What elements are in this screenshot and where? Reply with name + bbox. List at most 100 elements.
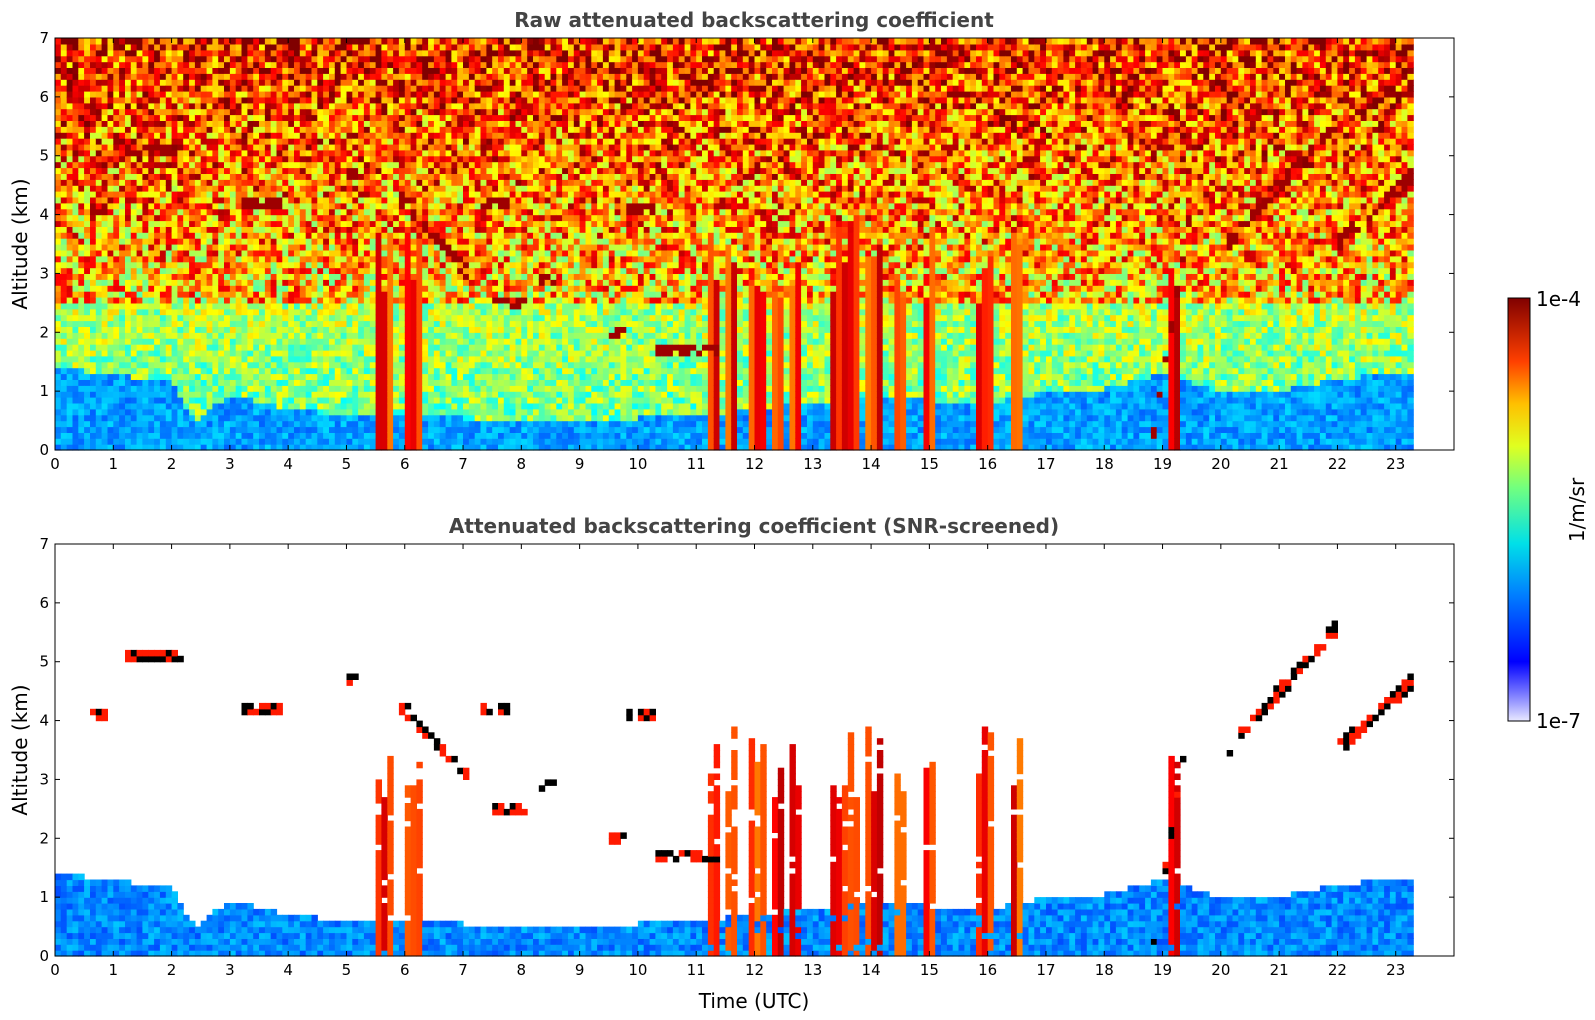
heatmap-cell (358, 344, 364, 351)
heatmap-cell (288, 126, 294, 133)
heatmap-cell (463, 279, 469, 286)
heatmap-cell (177, 250, 183, 257)
heatmap-cell (108, 138, 114, 145)
heatmap-cell (61, 332, 67, 339)
heatmap-cell (399, 215, 405, 222)
heatmap-cell (212, 374, 218, 381)
heatmap-cell (78, 197, 84, 204)
heatmap-cell (381, 350, 387, 357)
heatmap-cell (218, 250, 224, 257)
heatmap-cell (96, 197, 102, 204)
heatmap-cell (201, 203, 207, 210)
heatmap-cell (463, 368, 469, 375)
heatmap-cell (358, 109, 364, 116)
heatmap-cell (446, 109, 452, 116)
heatmap-cell (329, 279, 335, 286)
heatmap-cell (405, 91, 411, 98)
heatmap-cell (451, 85, 457, 92)
heatmap-cell (102, 150, 108, 157)
heatmap-cell (253, 126, 259, 133)
heatmap-cell (405, 315, 411, 322)
heatmap-cell (323, 67, 329, 74)
heatmap-cell (55, 368, 61, 375)
heatmap-cell (137, 326, 143, 333)
heatmap-cell (224, 350, 230, 357)
heatmap-cell (271, 368, 277, 375)
heatmap-cell (212, 132, 218, 139)
heatmap-cell (119, 285, 125, 292)
heatmap-cell (131, 321, 137, 328)
heatmap-cell (253, 162, 259, 169)
heatmap-cell (177, 415, 183, 422)
heatmap-cell (422, 332, 428, 339)
heatmap-cell (253, 415, 259, 422)
heatmap-cell (230, 138, 236, 145)
heatmap-cell (370, 356, 376, 363)
heatmap-cell (440, 221, 446, 228)
heatmap-cell (463, 56, 469, 63)
heatmap-cell (358, 221, 364, 228)
heatmap-cell (393, 150, 399, 157)
heatmap-cell (142, 185, 148, 192)
heatmap-cell (422, 185, 428, 192)
heatmap-cell (55, 56, 61, 63)
heatmap-cell (341, 232, 347, 239)
heatmap-cell (312, 303, 318, 310)
heatmap-cell (247, 379, 253, 386)
heatmap-cell (119, 256, 125, 262)
heatmap-cell (288, 297, 294, 304)
heatmap-cell (306, 103, 312, 110)
heatmap-cell (282, 97, 288, 104)
heatmap-cell (341, 50, 347, 57)
heatmap-cell (405, 50, 411, 57)
heatmap-cell (376, 374, 382, 381)
heatmap-cell (242, 374, 248, 381)
heatmap-cell (119, 338, 125, 345)
heatmap-cell (376, 427, 382, 434)
heatmap-cell (142, 309, 148, 316)
heatmap-cell (172, 162, 178, 169)
heatmap-cell (317, 120, 323, 127)
heatmap-cell (224, 273, 230, 280)
heatmap-cell (207, 138, 213, 145)
heatmap-cell (67, 362, 73, 369)
heatmap-cell (434, 326, 440, 333)
heatmap-cell (300, 62, 306, 69)
heatmap-cell (119, 79, 125, 86)
heatmap-cell (195, 38, 201, 45)
heatmap-cell (108, 203, 114, 210)
heatmap-cell (230, 215, 236, 222)
heatmap-cell (469, 309, 475, 316)
heatmap-cell (358, 303, 364, 310)
heatmap-cell (183, 338, 189, 345)
heatmap-cell (102, 409, 108, 416)
heatmap-cell (463, 326, 469, 333)
heatmap-cell (177, 120, 183, 127)
heatmap-cell (440, 109, 446, 116)
heatmap-cell (370, 150, 376, 157)
heatmap-cell (148, 273, 154, 280)
heatmap-cell (399, 238, 405, 245)
heatmap-cell (247, 427, 253, 434)
heatmap-cell (399, 79, 405, 86)
heatmap-cell (265, 344, 271, 351)
heatmap-cell (253, 209, 259, 216)
heatmap-cell (195, 285, 201, 292)
heatmap-cell (218, 197, 224, 204)
heatmap-cell (224, 409, 230, 416)
heatmap-cell (119, 273, 125, 280)
heatmap-cell (160, 97, 166, 104)
heatmap-cell (451, 338, 457, 345)
heatmap-cell (131, 215, 137, 222)
heatmap-cell (364, 91, 370, 98)
heatmap-cell (142, 321, 148, 328)
heatmap-cell (399, 262, 405, 269)
heatmap-cell (317, 91, 323, 98)
heatmap-cell (61, 421, 67, 428)
heatmap-cell (370, 268, 376, 275)
heatmap-cell (393, 44, 399, 51)
heatmap-cell (265, 409, 271, 416)
heatmap-cell (172, 38, 178, 45)
heatmap-cell (277, 421, 283, 428)
heatmap-cell (172, 138, 178, 145)
